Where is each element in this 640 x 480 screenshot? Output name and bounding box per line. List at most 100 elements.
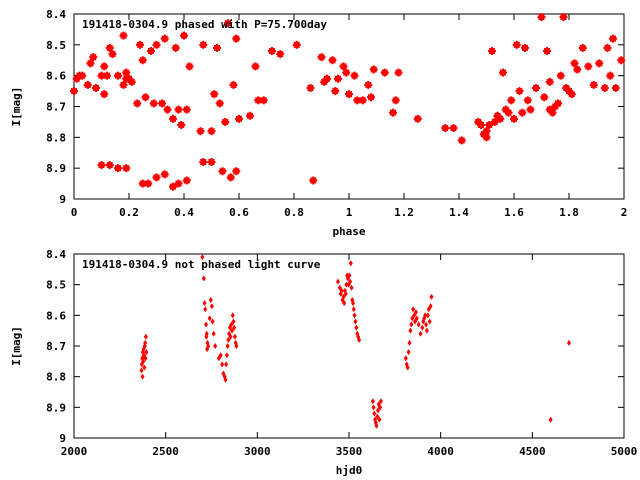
data-point [114,71,122,80]
data-point [149,99,158,108]
data-point [490,117,499,126]
data-point [606,71,615,80]
x-tick-label: 0.2 [119,206,139,219]
data-point [349,284,354,291]
data-point [485,121,494,129]
data-point [200,254,205,261]
data-point [523,96,532,105]
y-tick-label: 8.5 [46,279,66,292]
data-point [567,90,576,99]
y-tick-label: 8.9 [46,401,66,414]
data-point [405,364,410,371]
x-tick-label: 3000 [244,445,271,458]
data-point [391,96,400,105]
data-point [97,161,106,170]
data-point [408,327,413,334]
data-point [142,364,147,371]
x-tick-label: 4000 [427,445,454,458]
data-point [206,343,211,349]
data-point [140,373,145,380]
x-tick-label: 2000 [61,445,88,458]
x-tick-label: 5000 [611,445,638,458]
data-point [499,68,507,77]
data-point [207,127,216,136]
data-point [336,278,340,285]
data-point [423,312,428,319]
data-point [411,306,416,313]
data-point [488,47,496,55]
data-point [86,59,95,68]
data-point [345,90,353,99]
chart-title: 191418-0304.9 phased with P=75.700day [82,18,327,31]
data-point [378,398,383,405]
data-point [218,167,227,176]
data-point [211,330,216,337]
data-point [403,355,408,362]
data-point [228,333,233,340]
data-point [334,74,342,83]
data-point [354,324,359,331]
data-point [427,318,432,325]
data-point [378,404,383,411]
data-point [425,312,430,319]
data-point [105,161,114,170]
data-point [185,62,194,71]
data-point [380,68,389,77]
data-point [163,105,172,114]
data-point [556,71,565,80]
data-point [171,43,180,52]
data-point [507,96,516,105]
data-point [215,99,224,108]
data-point [213,43,221,52]
data-point [595,59,604,68]
data-point [548,416,553,423]
data-point [207,158,216,166]
data-point [174,179,183,188]
data-point [515,87,524,96]
data-point [268,47,276,55]
data-point [158,99,166,108]
y-tick-label: 8.8 [46,371,66,384]
data-point [199,158,208,166]
y-tick-label: 8.8 [46,131,66,144]
x-tick-label: 1.6 [504,206,524,219]
data-point [232,167,241,176]
data-point [567,339,571,346]
data-point [351,306,356,313]
data-point [143,339,148,346]
data-point [196,127,205,136]
data-point [428,303,433,310]
data-point [344,281,349,288]
data-point [554,99,562,108]
data-point [339,62,348,71]
data-point [570,59,579,68]
data-point [229,80,238,89]
data-point [180,31,188,40]
data-point [394,68,403,77]
data-point [457,136,466,145]
data-point [331,87,340,96]
data-point [246,111,254,120]
data-point [358,96,367,105]
data-point [413,309,418,316]
data-point [584,62,593,71]
x-tick-label: 0 [71,206,78,219]
data-point [139,367,144,374]
data-point [225,343,230,349]
data-point [230,312,235,319]
y-tick-label: 8.4 [46,8,66,21]
x-tick-label: 4500 [519,445,546,458]
data-point [504,108,513,117]
data-point [114,164,122,173]
data-point [343,290,348,297]
data-point [559,13,568,22]
data-point [540,93,549,102]
data-point [424,327,429,334]
data-point [416,321,421,328]
data-point [526,105,535,114]
unphased-light-curve-panel: 2000 2500 3000 3500 4000 4500 5000 8.4 8.5 8.6 8.7… [10,248,637,477]
data-point [203,306,208,313]
data-point [364,80,373,89]
data-point [449,124,458,133]
